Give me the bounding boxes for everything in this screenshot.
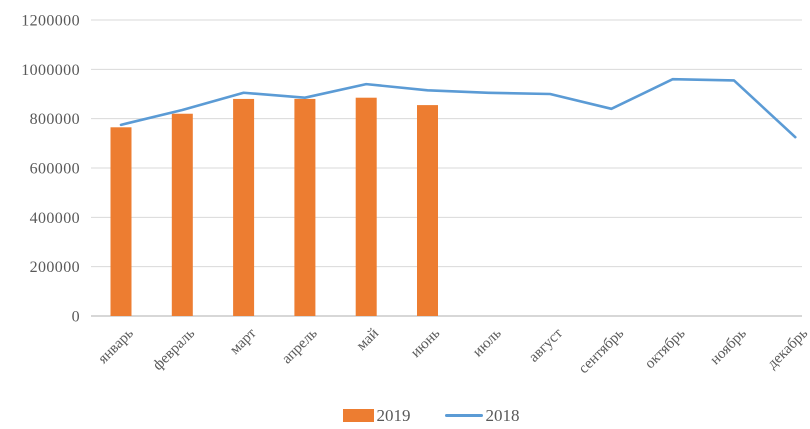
x-tick-label-сентябрь: сентябрь xyxy=(576,325,628,377)
bar-2019-январь[interactable] xyxy=(110,127,132,316)
legend-item-2018[interactable]: 2018 xyxy=(444,405,520,425)
x-tick-label-октябрь: октябрь xyxy=(642,325,689,372)
y-tick-label: 800000 xyxy=(30,111,80,128)
x-tick-label-июль: июль xyxy=(470,325,505,360)
bar-2019-март[interactable] xyxy=(233,98,255,316)
bar-2019-февраль[interactable] xyxy=(171,113,193,316)
legend: 2019 2018 xyxy=(26,403,810,427)
x-tick-label-декабрь: декабрь xyxy=(764,325,810,372)
y-tick-label: 0 xyxy=(72,309,80,326)
y-tick-label: 1200000 xyxy=(21,13,80,30)
bar-2019-июнь[interactable] xyxy=(417,105,438,316)
x-tick-label-март: март xyxy=(227,325,260,358)
y-tick-label: 400000 xyxy=(30,210,80,227)
y-tick-label: 1000000 xyxy=(21,62,80,79)
x-tick-label-август: август xyxy=(526,325,566,365)
legend-item-2019[interactable]: 2019 xyxy=(342,405,411,425)
x-tick-label-апрель: апрель xyxy=(279,325,321,367)
x-tick-label-май: май xyxy=(354,326,382,354)
legend-label-2018: 2018 xyxy=(485,405,520,425)
bar-series-swatch-icon xyxy=(342,408,374,422)
y-tick-label: 600000 xyxy=(30,161,80,178)
line-series-2018[interactable] xyxy=(119,77,797,139)
line-series-swatch-icon xyxy=(444,413,483,417)
bar-2019-май[interactable] xyxy=(355,97,377,316)
x-tick-label-ноябрь: ноябрь xyxy=(707,325,750,368)
y-tick-label: 200000 xyxy=(30,259,80,276)
x-tick-label-июнь: июнь xyxy=(408,325,444,361)
x-tick-label-февраль: февраль xyxy=(150,325,198,373)
x-tick-label-январь: январь xyxy=(95,325,137,367)
legend-label-2019: 2019 xyxy=(376,405,411,425)
bar-2019-апрель[interactable] xyxy=(294,98,316,316)
